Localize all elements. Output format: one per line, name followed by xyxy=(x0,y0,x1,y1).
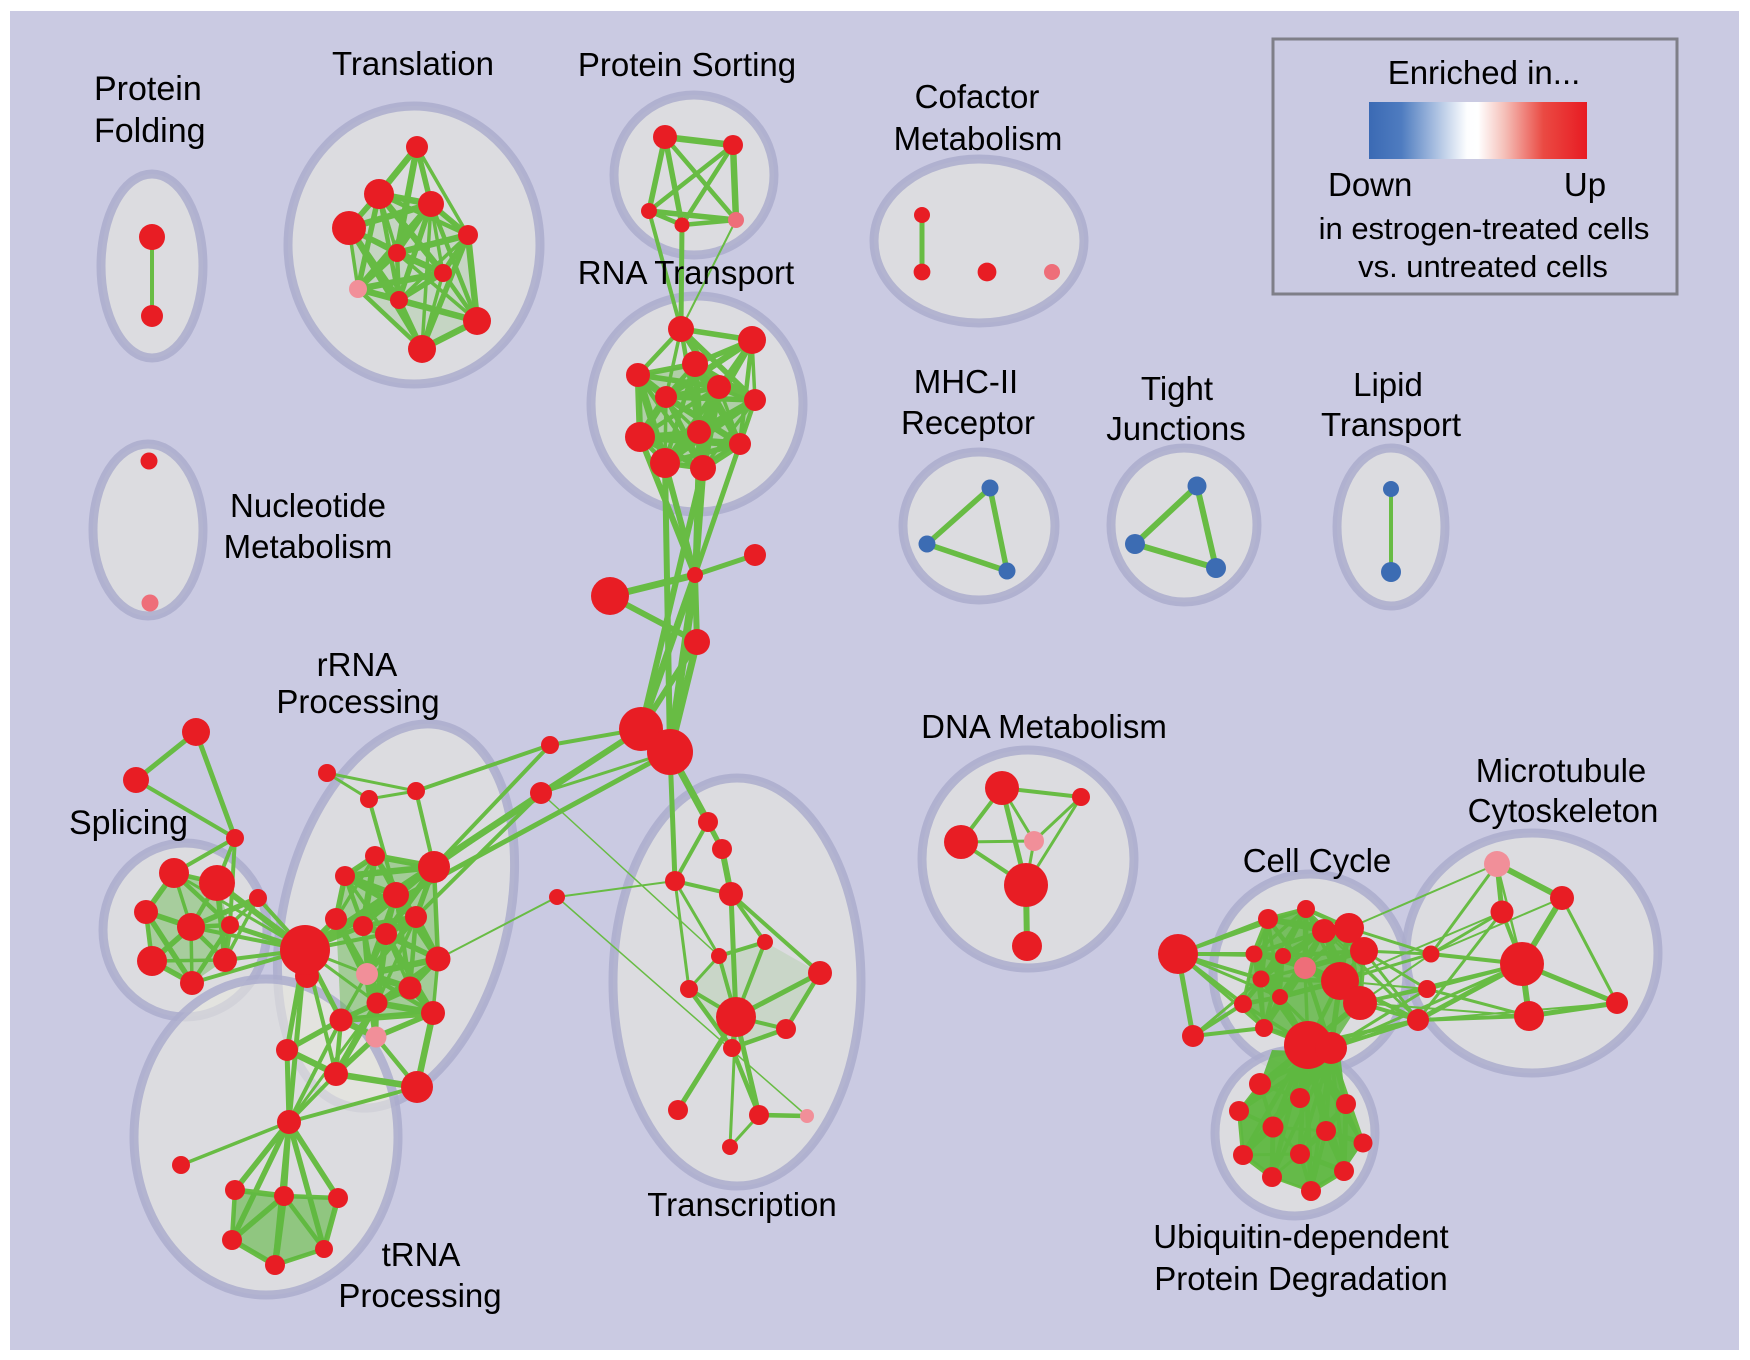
svg-text:RNA Transport: RNA Transport xyxy=(578,254,794,291)
svg-text:Protein Degradation: Protein Degradation xyxy=(1154,1260,1448,1297)
svg-text:Cell Cycle: Cell Cycle xyxy=(1243,842,1392,879)
svg-text:Translation: Translation xyxy=(332,45,494,82)
svg-text:Tight: Tight xyxy=(1141,370,1213,407)
svg-text:Microtubule: Microtubule xyxy=(1476,752,1647,789)
svg-text:Transport: Transport xyxy=(1321,406,1461,443)
svg-text:Folding: Folding xyxy=(94,112,206,150)
svg-text:Lipid: Lipid xyxy=(1353,366,1423,403)
svg-text:Splicing: Splicing xyxy=(69,804,188,842)
svg-text:Metabolism: Metabolism xyxy=(224,528,393,565)
svg-text:Cofactor: Cofactor xyxy=(915,78,1040,115)
svg-text:Enriched in...: Enriched in... xyxy=(1388,54,1581,91)
svg-text:Transcription: Transcription xyxy=(647,1186,837,1223)
svg-text:Processing: Processing xyxy=(276,683,439,720)
svg-text:Receptor: Receptor xyxy=(901,404,1035,441)
svg-text:Protein Sorting: Protein Sorting xyxy=(578,46,796,83)
svg-text:Up: Up xyxy=(1564,166,1606,203)
svg-text:Ubiquitin-dependent: Ubiquitin-dependent xyxy=(1153,1218,1448,1255)
svg-text:in estrogen-treated cells: in estrogen-treated cells xyxy=(1319,211,1650,246)
svg-text:Junctions: Junctions xyxy=(1106,410,1245,447)
svg-text:Cytoskeleton: Cytoskeleton xyxy=(1468,792,1659,829)
svg-text:DNA Metabolism: DNA Metabolism xyxy=(921,708,1167,745)
svg-text:rRNA: rRNA xyxy=(317,646,398,683)
svg-text:Processing: Processing xyxy=(338,1277,501,1314)
svg-text:MHC-II: MHC-II xyxy=(914,363,1018,400)
svg-text:Nucleotide: Nucleotide xyxy=(230,487,386,524)
svg-text:Down: Down xyxy=(1328,166,1412,203)
svg-text:tRNA: tRNA xyxy=(382,1236,461,1273)
svg-text:Metabolism: Metabolism xyxy=(894,120,1063,157)
svg-text:vs. untreated cells: vs. untreated cells xyxy=(1358,249,1608,284)
svg-text:Protein: Protein xyxy=(94,70,202,108)
